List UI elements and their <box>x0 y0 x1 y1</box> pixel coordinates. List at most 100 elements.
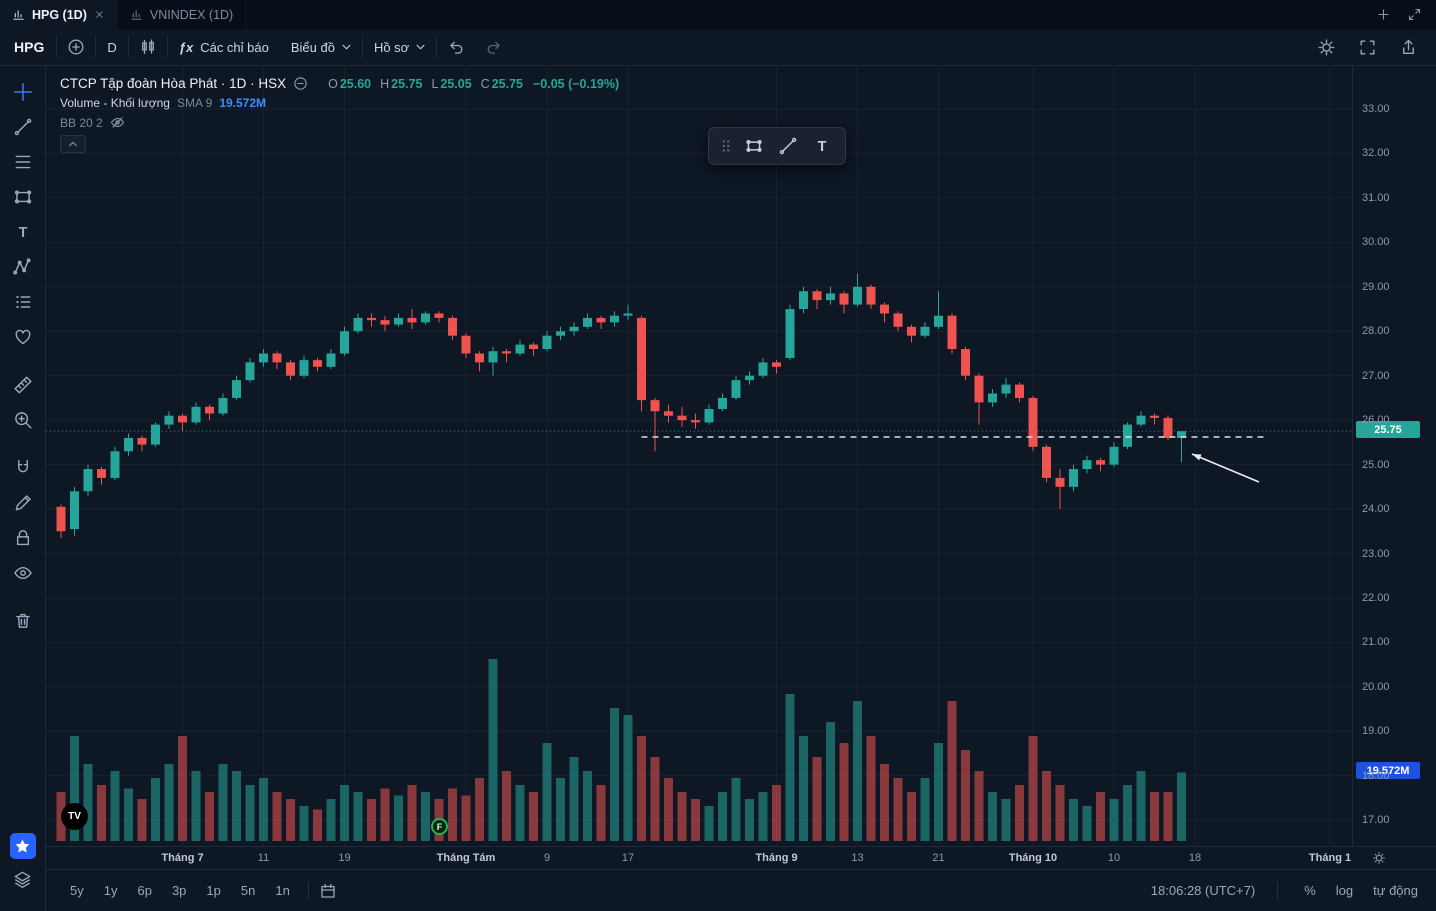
redo-button[interactable] <box>475 38 513 56</box>
lock-tool[interactable] <box>8 523 38 553</box>
time-axis-label: 19 <box>338 852 351 864</box>
range-buttons: 5y 1y 6p 3p 1p 5n 1n <box>62 880 298 901</box>
bottombar-divider <box>307 881 309 900</box>
interval-button[interactable]: D <box>107 39 117 55</box>
price-axis-label: 29.00 <box>1362 280 1390 293</box>
symbol-title: CTCP Tập đoàn Hòa Phát · 1D · HSX <box>60 76 287 91</box>
heart-tool[interactable] <box>8 322 38 352</box>
volume-value: 19.572M <box>219 96 267 110</box>
time-axis-label: 17 <box>621 852 635 864</box>
main-toolbar: HPG D ƒx Các chỉ báo Biểu đồ Hồ sơ <box>0 29 1436 66</box>
open-label: O <box>328 76 338 91</box>
time-axis-label: Tháng Tám <box>436 852 496 864</box>
forecast-tool[interactable] <box>8 287 38 317</box>
time-axis[interactable]: Tháng 7 11 19 Tháng Tám 9 17 Tháng 9 13 21 Tháng … <box>46 846 1436 870</box>
price-axis-label: 30.00 <box>1362 236 1390 249</box>
indicators-label: Các chỉ báo <box>200 39 269 55</box>
time-axis-label: 11 <box>257 852 270 864</box>
close-label: C <box>480 76 490 91</box>
crosshair-tool[interactable] <box>8 77 38 107</box>
eye-tool[interactable] <box>8 558 38 588</box>
goto-date-button[interactable] <box>319 882 337 900</box>
price-axis-label: 21.00 <box>1362 636 1390 649</box>
hide-source-button[interactable] <box>293 76 308 91</box>
rectangle-draw-tool[interactable] <box>739 133 769 159</box>
time-axis-settings-icon[interactable] <box>1372 851 1386 865</box>
time-axis-label: Tháng 1 <box>1308 852 1352 864</box>
trend-line-draw-tool[interactable] <box>773 133 803 159</box>
candlestick-chart <box>46 65 1352 846</box>
text-tool[interactable]: T <box>8 217 38 247</box>
high-value: 25.75 <box>391 76 423 91</box>
compare-symbol-button[interactable] <box>57 38 95 56</box>
volume-indicator-label: Volume - Khối lượng <box>60 96 170 110</box>
auto-scale-button[interactable]: tự động <box>1373 883 1418 898</box>
indicators-button[interactable]: ƒx Các chỉ báo <box>168 29 280 65</box>
time-axis-label: 21 <box>932 852 945 864</box>
range-button-5n[interactable]: 5n <box>240 883 256 898</box>
range-button-1y[interactable]: 1y <box>103 883 118 898</box>
log-scale-button[interactable]: log <box>1335 883 1354 898</box>
svg-text:T: T <box>18 225 27 241</box>
xabcd-tool[interactable] <box>8 252 38 282</box>
price-axis[interactable]: 25.75 19.572M 33.00 32.00 31.00 30.00 29.00 2… <box>1352 65 1436 846</box>
chart-plot-area[interactable] <box>46 65 1352 846</box>
trend-line-tool[interactable] <box>8 112 38 142</box>
object-tree-layers-button[interactable] <box>13 870 32 889</box>
add-chart-tab-button[interactable] <box>1376 7 1391 22</box>
chart-tab[interactable]: HPG (1D) <box>0 0 118 29</box>
legend-collapse-button[interactable] <box>60 135 86 153</box>
bottom-toolbar: 5y 1y 6p 3p 1p 5n 1n 18:06:28 (UTC+7) % log tự… <box>46 869 1436 911</box>
fullscreen-button[interactable] <box>1358 38 1377 57</box>
chart-legend: CTCP Tập đoàn Hòa Phát · 1D · HSX O 25.60… <box>60 76 619 153</box>
range-button-6p[interactable]: 6p <box>137 883 152 898</box>
chart-tab-bar: HPG (1D) VNINDEX (1D) <box>0 0 1436 30</box>
range-button-1p[interactable]: 1p <box>206 883 221 898</box>
toolbar-drag-handle[interactable] <box>717 133 735 159</box>
price-axis-label: 27.00 <box>1362 369 1390 382</box>
financials-event-marker[interactable]: F <box>431 818 448 835</box>
time-axis-label: Tháng 7 <box>161 852 204 864</box>
bottombar-divider <box>1277 881 1279 900</box>
profile-menu-button[interactable]: Hồ sơ <box>363 29 436 65</box>
chart-mini-icon <box>12 8 25 21</box>
toolbar-divider <box>56 36 58 58</box>
chevron-down-icon <box>416 43 425 52</box>
close-icon[interactable] <box>94 9 105 20</box>
share-button[interactable] <box>1399 38 1418 57</box>
favorites-star-button[interactable] <box>9 833 36 859</box>
text-draw-tool[interactable]: T <box>807 133 837 159</box>
chart-menu-label: Biểu đồ <box>290 39 335 55</box>
range-button-5y[interactable]: 5y <box>70 883 84 898</box>
range-button-1n[interactable]: 1n <box>275 883 290 898</box>
expand-layout-button[interactable] <box>1407 7 1422 22</box>
ruler-tool[interactable] <box>8 370 38 400</box>
volume-ma-label: SMA 9 <box>176 96 213 110</box>
close-value: 25.75 <box>491 76 523 91</box>
chart-menu-button[interactable]: Biểu đồ <box>280 29 362 65</box>
price-axis-label: 18.00 <box>1362 769 1390 782</box>
shapes-tool[interactable] <box>8 182 38 212</box>
settings-gear-button[interactable] <box>1317 38 1336 57</box>
chart-tab-label: HPG (1D) <box>32 7 87 22</box>
bb-indicator-label: BB 20 2 <box>60 115 103 130</box>
time-axis-label: 18 <box>1188 852 1202 864</box>
undo-button[interactable] <box>437 38 475 56</box>
eye-off-icon[interactable] <box>110 115 125 130</box>
price-axis-label: 31.00 <box>1362 191 1390 204</box>
chart-type-button[interactable] <box>129 38 167 56</box>
fib-retracement-tool[interactable] <box>8 147 38 177</box>
price-axis-label: 32.00 <box>1362 147 1390 160</box>
symbol-button[interactable]: HPG <box>14 39 45 55</box>
draw-tool[interactable] <box>8 488 38 518</box>
range-button-3p[interactable]: 3p <box>171 883 187 898</box>
time-axis-label: 13 <box>851 852 864 864</box>
magnet-tool[interactable] <box>8 453 38 483</box>
chart-tab[interactable]: VNINDEX (1D) <box>118 0 247 29</box>
percent-scale-button[interactable]: % <box>1304 883 1316 898</box>
price-axis-label: 19.00 <box>1362 725 1390 738</box>
tradingview-logo[interactable]: TV <box>61 803 88 830</box>
zoom-in-tool[interactable] <box>8 405 38 435</box>
trash-tool[interactable] <box>8 606 38 636</box>
high-label: H <box>380 76 390 91</box>
